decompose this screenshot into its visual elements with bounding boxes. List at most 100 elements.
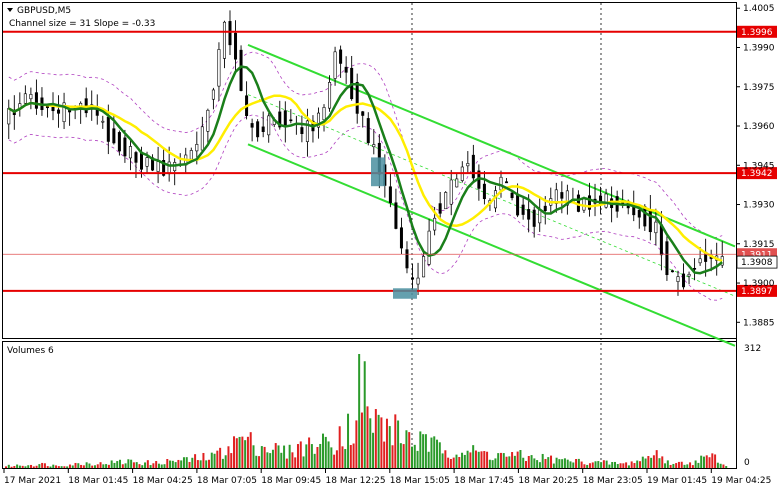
buy-signal-marker [393, 288, 417, 299]
candle-body [693, 267, 697, 270]
dropdown-arrow-icon[interactable] [7, 8, 13, 12]
candle-body [344, 66, 348, 73]
x-tick-label: 18 Mar 17:45 [454, 476, 514, 486]
last-price-label: 1.3908 [741, 258, 773, 268]
candle-body [587, 195, 591, 210]
y-tick-label: 1.3930 [743, 201, 775, 211]
candle-body [482, 183, 486, 200]
candle-body [538, 209, 542, 224]
candle-body [62, 102, 66, 123]
x-tick-label: 18 Mar 12:25 [326, 476, 386, 486]
chart-title: GBPUSD,M5 [17, 6, 71, 16]
candle-body [499, 176, 503, 191]
candle-body [34, 92, 38, 109]
candle-body [234, 32, 238, 60]
x-tick-label: 18 Mar 15:05 [390, 476, 450, 486]
level-tag [737, 284, 777, 297]
candle-body [643, 206, 647, 227]
candle-body [543, 205, 547, 212]
candle-body [698, 258, 702, 264]
candle-body [256, 121, 260, 138]
candle-body [372, 144, 376, 148]
candle-body [322, 107, 326, 121]
candle-body [283, 110, 287, 128]
candle-body [29, 94, 33, 100]
y-tick-label: 1.3900 [743, 279, 775, 289]
candle-body [361, 111, 365, 116]
candle-body [532, 209, 536, 227]
y-tick-label: 1.3945 [743, 161, 775, 171]
price-panel-frame [2, 2, 737, 339]
ma-slow-line [8, 65, 723, 275]
candle-body [333, 51, 337, 79]
candle-body [659, 224, 663, 256]
x-tick-label: 19 Mar 04:25 [711, 476, 771, 486]
candle-body [449, 179, 453, 205]
candle-body [195, 144, 199, 152]
x-tick-label: 18 Mar 23:05 [583, 476, 643, 486]
x-tick-label: 18 Mar 07:05 [197, 476, 257, 486]
candle-body [117, 132, 121, 152]
candle-body [438, 203, 442, 214]
envelope-lines [8, 51, 723, 301]
candle-body [106, 116, 110, 142]
candle-body [422, 256, 426, 278]
x-tick-label: 18 Mar 09:45 [261, 476, 321, 486]
candle-body [134, 152, 138, 163]
signal-markers [371, 157, 417, 299]
candle-body [411, 277, 415, 280]
candle-body [7, 108, 11, 125]
level-tag-label: 1.3942 [741, 169, 773, 179]
candle-body [23, 93, 27, 104]
candle-body [399, 227, 403, 249]
candle-body [140, 151, 144, 170]
chart-subtitle: Channel size = 31 Slope = -0.33 [9, 19, 155, 29]
candle-body [444, 192, 448, 210]
candle-body [665, 241, 669, 276]
candle-body [355, 82, 359, 114]
level-tag [737, 25, 777, 38]
candle-body [200, 126, 204, 151]
candle-body [300, 127, 304, 134]
candle-body [565, 190, 569, 206]
volume-bars [5, 354, 728, 468]
x-tick-label: 17 Mar 2021 [4, 476, 61, 486]
candle-body [167, 161, 171, 175]
x-tick-label: 18 Mar 20:25 [518, 476, 578, 486]
candle-body [162, 160, 166, 176]
candle-body [156, 161, 160, 172]
volume-max-tick: 312 [744, 344, 761, 354]
channel-mid-line [247, 94, 736, 297]
volume-panel-label: Volumes 6 [7, 346, 54, 356]
candle-body [560, 192, 564, 199]
candle-body [433, 217, 437, 231]
candle-body [316, 112, 320, 128]
channel-lower-line [247, 143, 736, 347]
bid-tag-label: 1.3911 [741, 250, 773, 260]
candle-body [394, 202, 398, 229]
candle-body [455, 178, 459, 188]
candle-body [604, 193, 608, 208]
candle-body [366, 118, 370, 144]
candle-body [339, 49, 343, 64]
time-axis-ticks: 17 Mar 2021 18 Mar 01:45 18 Mar 04:25 18 Ma… [3, 469, 771, 486]
candle-body [289, 119, 293, 122]
moving-averages [8, 65, 723, 275]
candle-body [527, 209, 531, 220]
y-tick-label: 1.3975 [743, 83, 775, 93]
candle-body [670, 270, 674, 273]
candle-body [228, 21, 232, 46]
y-tick-label: 1.3915 [743, 240, 775, 250]
candle-body [222, 21, 226, 59]
candle-body [206, 109, 210, 132]
candle-body [637, 209, 641, 218]
candle-body [112, 128, 116, 144]
candle-body [676, 276, 680, 282]
x-tick-label: 18 Mar 04:25 [133, 476, 193, 486]
y-tick-label: 1.4005 [743, 4, 775, 14]
candle-body [211, 89, 215, 100]
y-tick-label: 1.3960 [743, 122, 775, 132]
candle-body [466, 163, 470, 167]
sell-signal-marker [371, 157, 385, 187]
